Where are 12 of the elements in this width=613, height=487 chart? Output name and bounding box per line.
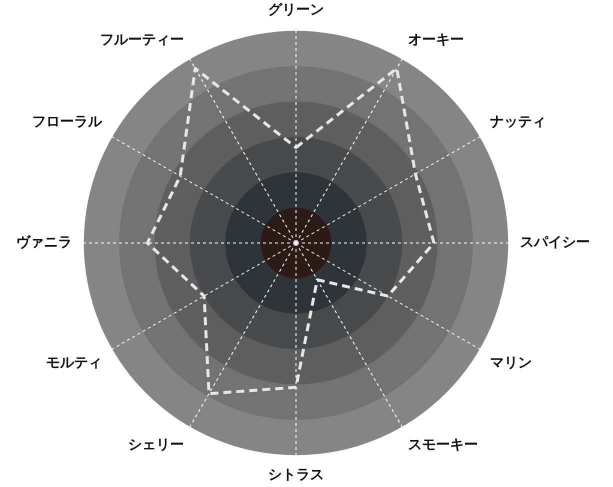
- spoke-label: オーキー: [408, 32, 464, 48]
- spoke-label: ナッティ: [490, 114, 546, 130]
- spoke-label: モルティ: [46, 355, 102, 372]
- spoke-label: マリン: [490, 355, 532, 372]
- spoke-label: ヴァニラ: [16, 234, 72, 251]
- spoke-label: シトラス: [268, 467, 324, 484]
- spoke-label: フルーティー: [100, 32, 184, 48]
- spoke-label: スモーキー: [408, 437, 478, 454]
- spoke-label: スパイシー: [520, 234, 590, 251]
- spoke-label: グリーン: [268, 2, 324, 18]
- spoke-label: シェリー: [128, 437, 184, 454]
- spoke-label: フローラル: [32, 114, 103, 130]
